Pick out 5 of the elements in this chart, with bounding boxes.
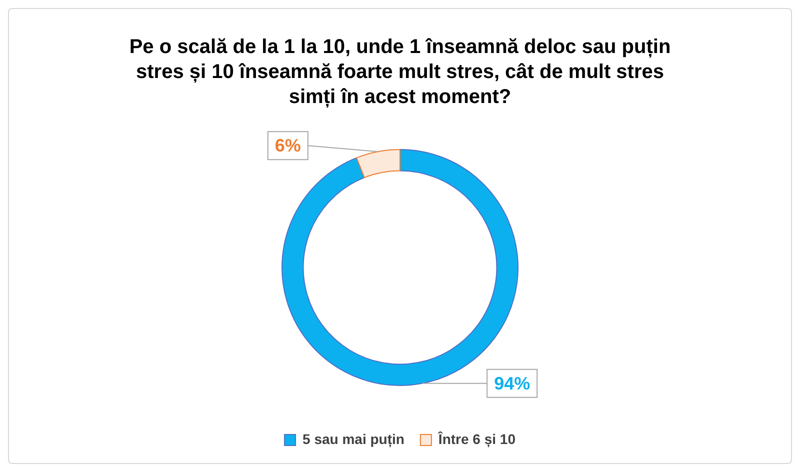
- legend-label: Între 6 și 10: [437, 430, 516, 448]
- data-label: 6%: [274, 136, 301, 156]
- chart-title: Pe o scală de la 1 la 10, unde 1 înseamnă deloc sau puțin stres și 10 înseamnă foarte mult stres, cât de mult stres simți în acest moment?: [129, 36, 671, 108]
- data-label: 94%: [494, 373, 530, 394]
- legend-label: 5 sau mai puțin: [302, 430, 404, 448]
